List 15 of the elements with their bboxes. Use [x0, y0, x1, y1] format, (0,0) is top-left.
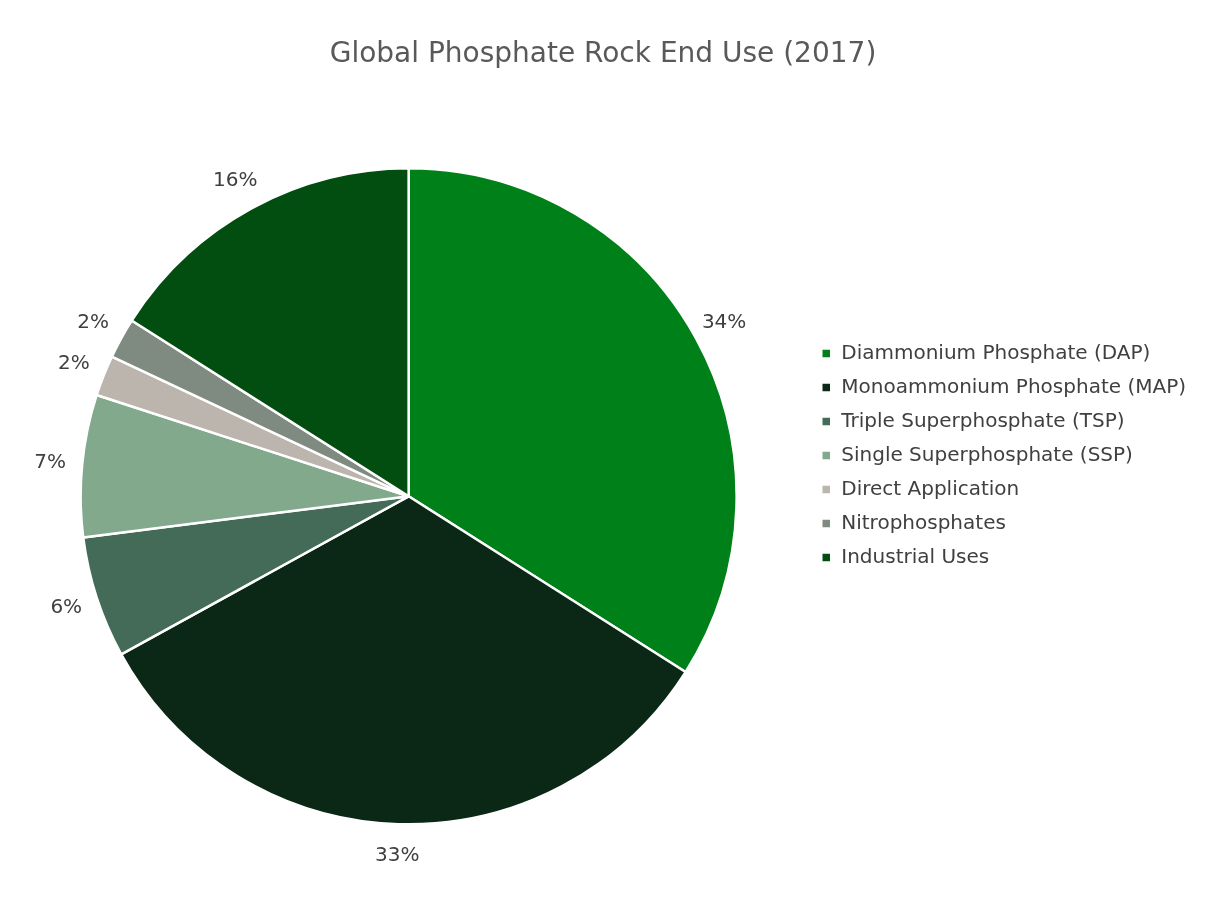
data-label: 33%	[375, 842, 420, 867]
legend-label: Industrial Uses	[841, 543, 990, 568]
data-label: 2%	[58, 349, 90, 374]
data-label: 16%	[212, 167, 258, 192]
chart-title: Global Phosphate Rock End Use (2017)	[329, 36, 877, 70]
legend-label: Nitrophosphates	[841, 509, 1006, 534]
legend-label: Diammonium Phosphate (DAP)	[841, 339, 1151, 364]
data-label: 2%	[77, 309, 110, 334]
data-label: 7%	[34, 448, 67, 473]
legend-label: Monoammonium Phosphate (MAP)	[841, 373, 1187, 398]
legend-label: Single Superphosphate (SSP)	[841, 441, 1133, 466]
legend-label: Triple Superphosphate (TSP)	[840, 407, 1125, 432]
legend-label: Direct Application	[841, 475, 1020, 500]
data-label: 6%	[50, 593, 83, 618]
data-label: 34%	[701, 309, 747, 334]
